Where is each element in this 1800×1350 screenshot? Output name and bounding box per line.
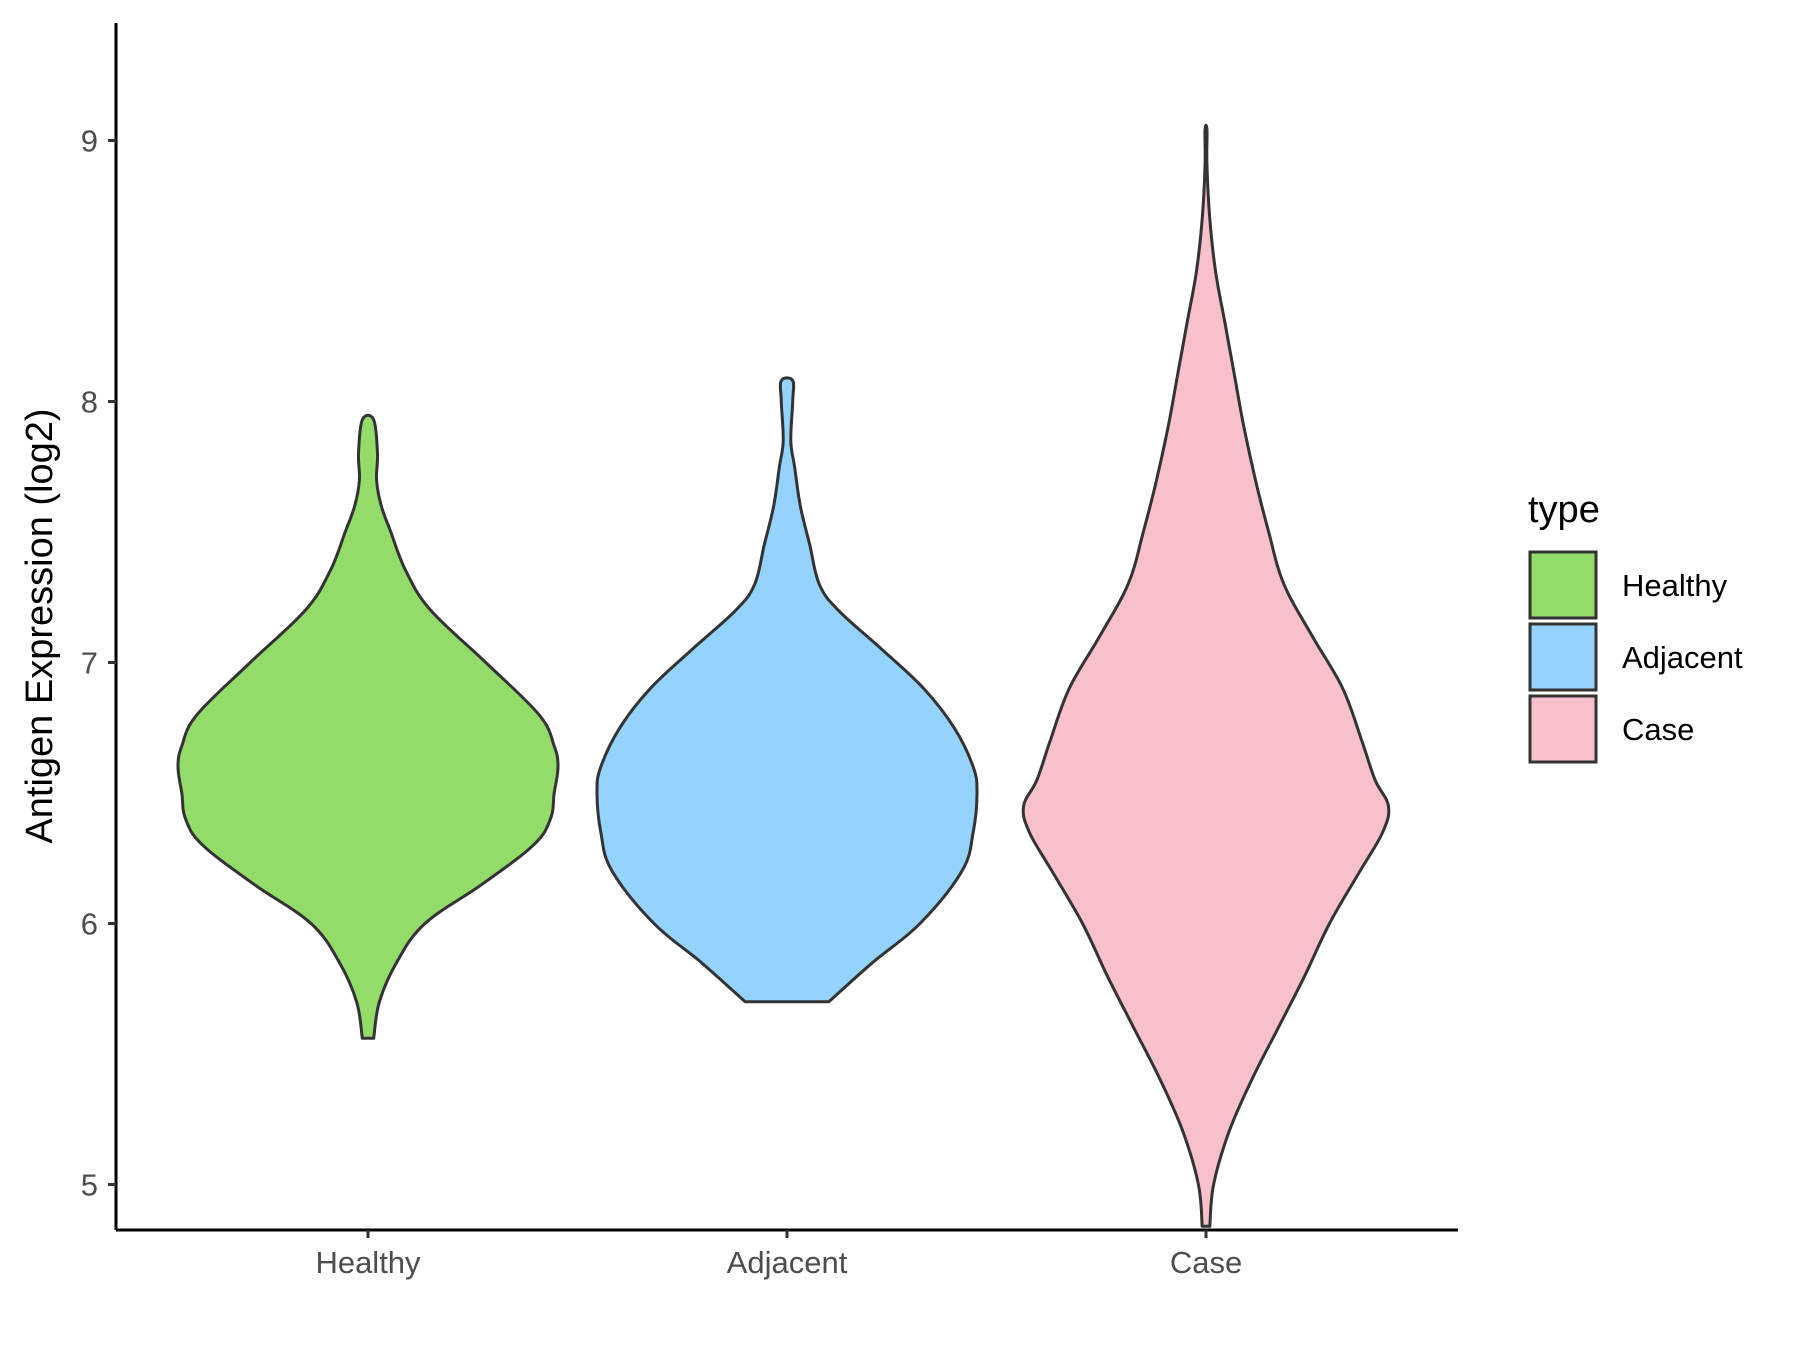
y-tick-label: 7 — [81, 646, 98, 681]
violin-adjacent — [595, 376, 979, 1004]
y-tick-label: 9 — [81, 124, 98, 159]
y-tick-label: 8 — [81, 385, 98, 420]
legend-key-case — [1528, 694, 1598, 764]
y-ticks: 5 6 7 8 9 — [81, 124, 116, 1203]
y-tick-label: 5 — [81, 1168, 98, 1203]
x-ticks: Healthy Adjacent Case — [315, 1230, 1242, 1280]
x-tick-label: Healthy — [315, 1245, 421, 1280]
legend-label-case: Case — [1622, 712, 1694, 747]
violin-layer — [176, 123, 1391, 1228]
violin-healthy — [176, 413, 560, 1040]
legend-key-adjacent — [1528, 622, 1598, 692]
legend-key-healthy — [1528, 550, 1598, 620]
legend: type Healthy Adjacent Case — [1528, 489, 1743, 764]
legend-label-healthy: Healthy — [1622, 568, 1728, 603]
x-tick-label: Adjacent — [727, 1245, 848, 1280]
legend-label-adjacent: Adjacent — [1622, 640, 1743, 675]
y-tick-label: 6 — [81, 907, 98, 942]
violin-case — [1021, 123, 1391, 1228]
y-axis-title: Antigen Expression (log2) — [19, 408, 61, 843]
legend-title: type — [1528, 489, 1600, 531]
x-tick-label: Case — [1170, 1245, 1242, 1280]
